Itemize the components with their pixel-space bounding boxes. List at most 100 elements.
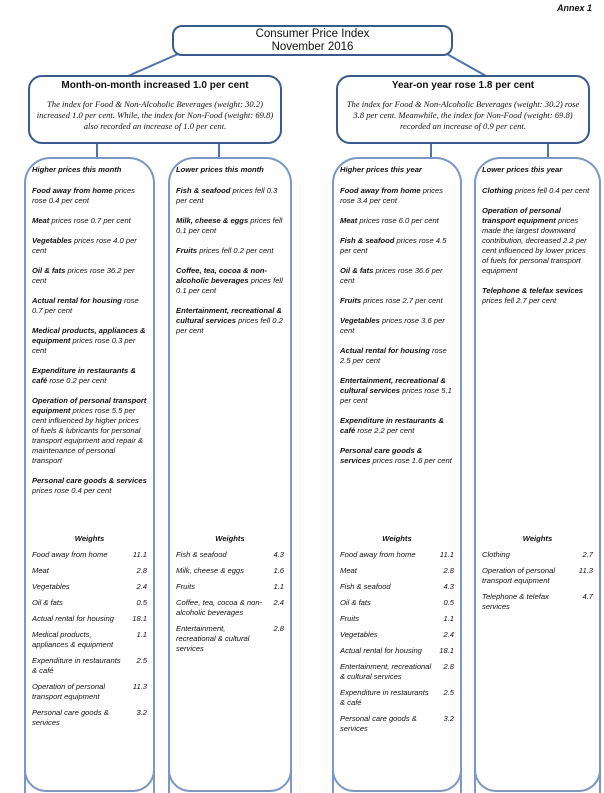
weight-value: 18.1 — [439, 646, 454, 655]
entry-text: prices fell 0.2 per cent — [176, 316, 283, 335]
weight-row: Oil & fats 0.5 — [32, 598, 147, 608]
title: Consumer Price Index — [255, 28, 370, 40]
weight-value: 3.2 — [136, 708, 147, 717]
lower-prices-year-column: Lower prices this year Clothing prices fe… — [474, 157, 601, 793]
price-entry: Entertainment, recreational & cultural s… — [176, 306, 284, 336]
weight-item: Operation of personal transport equipmen… — [32, 682, 106, 701]
weights-title: Weights — [74, 534, 105, 543]
price-entry: Telephone & telefax sevices prices fell … — [482, 286, 593, 306]
weight-row: Entertainment, recreational & cultural s… — [176, 624, 284, 654]
entry-item: Vegetables — [340, 316, 380, 325]
entry-item: Operation of personal transport equipmen… — [482, 206, 561, 225]
price-entry: Milk, cheese & eggs prices fell 0.1 per … — [176, 216, 284, 236]
weight-row: Medical products, appliances & equipment… — [32, 630, 147, 650]
weight-value: 4.3 — [273, 550, 284, 559]
entry-text: prices rose 0.4 per cent — [32, 186, 135, 205]
weight-row: Actual rental for housing 18.1 — [32, 614, 147, 624]
entry-item: Food away from home — [340, 186, 421, 195]
weight-item: Food away from home — [32, 550, 108, 559]
higher-prices-month-column: Higher prices this month Food away from h… — [24, 157, 155, 793]
entry-text: prices rose 6.0 per cent — [357, 216, 439, 225]
column-heading: Lower prices this year — [482, 165, 563, 174]
weight-row: Food away from home 11.1 — [32, 550, 147, 560]
entry-item: Clothing — [482, 186, 513, 195]
title-box: Consumer Price Index November 2016 — [172, 25, 453, 56]
weight-item: Actual rental for housing — [340, 646, 422, 655]
price-entry: Vegetables prices rose 4.0 per cent — [32, 236, 147, 256]
price-entry: Meat prices rose 0.7 per cent — [32, 216, 147, 226]
weights-table: Weights Food away from home 11.1 Meat 2.8 Veg… — [32, 534, 147, 734]
price-entry: Meat prices rose 6.0 per cent — [340, 216, 454, 226]
weight-item: Personal care goods & services — [340, 714, 417, 733]
weight-row: Vegetables 2.4 — [340, 630, 454, 640]
entry-item: Personal care goods & services — [32, 476, 147, 485]
entry-item: Actual rental for housing — [340, 346, 430, 355]
weight-row: Operation of personal transport equipmen… — [32, 682, 147, 702]
weight-row: Entertainment, recreational & cultural s… — [340, 662, 454, 682]
weight-item: Vegetables — [340, 630, 378, 639]
entry-text: prices made the largest downward contrib… — [482, 216, 587, 275]
price-entry: Vegetables prices rose 3.6 per cent — [340, 316, 454, 336]
entry-item: Medical products, appliances & equipment — [32, 326, 146, 345]
weights-title: Weights — [382, 534, 412, 543]
entry-item: Operation of personal transport equipmen… — [32, 396, 147, 415]
weight-item: Telephone & telefax services — [482, 592, 549, 611]
mom-heading: Month-on-month increased 1.0 per cent — [61, 80, 249, 91]
entry-text: prices rose 3.4 per cent — [340, 186, 443, 205]
weight-value: 0.5 — [136, 598, 147, 607]
price-entry: Expenditure in restaurants & café rose 2… — [340, 416, 454, 436]
price-entry: Fruits prices rose 2.7 per cent — [340, 296, 454, 306]
entry-text: prices rose 0.7 per cent — [49, 216, 131, 225]
price-entry: Actual rental for housing rose 0.7 per c… — [32, 296, 147, 316]
price-entry: Personal care goods & services prices ro… — [32, 476, 147, 496]
entry-item: Coffee, tea, cocoa & non-alcoholic bever… — [176, 266, 267, 285]
weight-row: Fish & seafood 4.3 — [176, 550, 284, 560]
price-entry: Operation of personal transport equipmen… — [482, 206, 593, 276]
price-entry: Food away from home prices rose 3.4 per … — [340, 186, 454, 206]
entry-text: rose 2.5 per cent — [340, 346, 447, 365]
weight-item: Food away from home — [340, 550, 416, 559]
entry-text: prices fell 0.1 per cent — [176, 216, 283, 235]
weight-value: 2.4 — [273, 598, 284, 607]
weight-item: Actual rental for housing — [32, 614, 114, 623]
weight-item: Meat — [340, 566, 357, 575]
weight-row: Fish & seafood 4.3 — [340, 582, 454, 592]
entry-item: Expenditure in restaurants & café — [32, 366, 136, 385]
weight-value: 3.2 — [443, 714, 454, 723]
weight-row: Food away from home 11.1 — [340, 550, 454, 560]
weight-item: Expenditure in restaurants & café — [32, 656, 121, 675]
weight-row: Vegetables 2.4 — [32, 582, 147, 592]
yoy-text: The index for Food & Non-Alcoholic Bever… — [346, 99, 580, 131]
subtitle: November 2016 — [271, 41, 354, 53]
entry-item: Oil & fats — [32, 266, 66, 275]
entry-text: prices fell 2.7 per cent — [482, 296, 557, 305]
weight-value: 4.7 — [582, 592, 593, 601]
weight-item: Expenditure in restaurants & café — [340, 688, 429, 707]
weight-item: Fruits — [176, 582, 195, 591]
weight-value: 11.1 — [439, 550, 454, 559]
entry-text: prices rose 4.5 per cent — [340, 236, 447, 255]
weight-item: Fruits — [340, 614, 359, 623]
column-heading: Lower prices this month — [176, 165, 264, 174]
entry-text: prices rose 0.3 per cent — [32, 336, 136, 355]
weight-item: Oil & fats — [340, 598, 371, 607]
column-border — [474, 530, 601, 792]
entry-item: Telephone & telefax sevices — [482, 286, 584, 295]
entry-text: rose 0.2 per cent — [47, 376, 107, 385]
entry-text: prices fell 0.2 per cent — [197, 246, 274, 255]
weight-row: Telephone & telefax services 4.7 — [482, 592, 593, 612]
entry-text: prices rose 5.5 per cent influenced by h… — [32, 406, 144, 465]
price-entry: Entertainment, recreational & cultural s… — [340, 376, 454, 406]
entry-text: prices rose 36.2 per cent — [32, 266, 135, 285]
weight-value: 2.8 — [443, 662, 454, 671]
entry-item: Meat — [32, 216, 50, 225]
weight-row: Meat 2.8 — [340, 566, 454, 576]
weights-table: Weights Fish & seafood 4.3 Milk, cheese & e… — [176, 534, 284, 660]
month-on-month-box: Month-on-month increased 1.0 per cent Th… — [28, 75, 282, 144]
weight-item: Coffee, tea, cocoa & non-alcoholic bever… — [176, 598, 263, 617]
weight-item: Meat — [32, 566, 49, 575]
weight-row: Fruits 1.1 — [176, 582, 284, 592]
yoy-heading: Year-on year rose 1.8 per cent — [391, 80, 535, 91]
weight-row: Operation of personal transport equipmen… — [482, 566, 593, 586]
